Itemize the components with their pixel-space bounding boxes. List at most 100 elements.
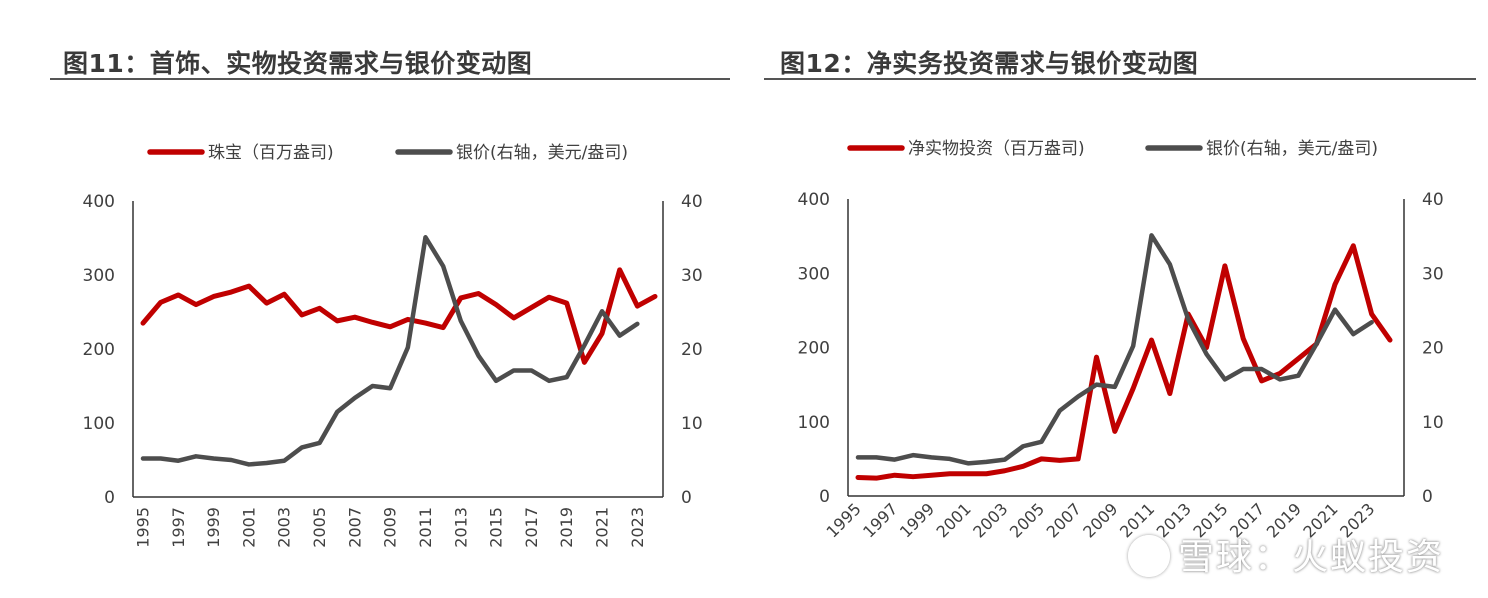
right-series-0-point	[1205, 346, 1208, 349]
left-series-0-point	[177, 294, 179, 296]
right-series-0-point	[967, 473, 969, 475]
right-series-0-point	[1334, 283, 1336, 285]
right-series-0-point	[1077, 458, 1079, 460]
right-title-rule	[764, 78, 1476, 80]
left-legend-label-1: 银价(右轴，美元/盎司)	[456, 143, 628, 163]
left-x-tick-label: 2011	[416, 507, 435, 548]
left-series-1-line	[140, 235, 640, 467]
right-series-1-point	[1242, 368, 1244, 370]
left-y-tick-label: 0	[104, 488, 115, 508]
left-series-0-point	[354, 316, 356, 318]
right-series-1-point	[1316, 343, 1318, 345]
left-y2-tick-label: 40	[681, 192, 703, 212]
left-y-tick-label: 400	[83, 192, 115, 212]
right-y2-tick-label: 30	[1422, 264, 1444, 284]
right-series-0-point	[1371, 313, 1373, 315]
left-series-0-point	[442, 326, 444, 329]
left-series-0-point	[283, 293, 285, 295]
left-x-tick-label: 2009	[381, 507, 400, 548]
left-series-0-point	[142, 322, 144, 324]
right-series-0-point	[1224, 265, 1226, 267]
left-y-tick-label: 200	[83, 340, 115, 360]
right-series-1-point	[894, 459, 896, 461]
left-series-0-point	[248, 285, 250, 287]
right-series-0-point	[1095, 356, 1098, 358]
left-series-0-point	[389, 326, 391, 328]
watermark-text: 雪球：火蚁投资	[1177, 537, 1444, 578]
right-series-1-point	[1187, 318, 1189, 320]
left-series-0-point	[318, 307, 321, 309]
right-x-tick-label: 2001	[933, 499, 975, 541]
right-x-tick-label: 2007	[1043, 499, 1085, 541]
left-series-1-point	[601, 310, 603, 312]
right-y-tick-label: 400	[798, 190, 830, 210]
left-x-tick-label: 2005	[310, 507, 329, 548]
left-series-1-point	[177, 460, 179, 462]
right-series-0-point	[875, 477, 877, 479]
left-y2-tick-label: 0	[681, 488, 692, 508]
left-y2-tick-label: 10	[681, 414, 703, 434]
right-series-0-point	[894, 474, 896, 476]
watermark: 雪球：火蚁投资	[1127, 528, 1444, 580]
right-series-0-point	[857, 476, 859, 479]
right-series-1-point	[1371, 321, 1373, 323]
left-chart-svg: 0 100 200 300 400 0 10 20 30 40 1995 1997 1999 2001 20…	[83, 143, 703, 548]
right-series-1-point	[1169, 263, 1171, 265]
right-x-tick-label: 2005	[1006, 499, 1048, 541]
left-series-0-point	[160, 301, 162, 303]
right-series-0-point	[949, 473, 951, 475]
right-series-1-point	[1297, 375, 1299, 377]
right-series-1-point	[1352, 333, 1354, 335]
left-series-1-point	[371, 385, 374, 387]
left-series-0-point	[601, 332, 603, 335]
right-series-1-point	[930, 456, 932, 458]
left-series-1-point	[354, 397, 356, 399]
right-y2-tick-label: 40	[1422, 190, 1444, 210]
right-series-0-point	[1022, 465, 1024, 467]
right-series-0-point	[1004, 470, 1006, 472]
right-series-0-line	[855, 243, 1393, 481]
right-series-1-point	[1077, 395, 1079, 398]
left-series-1-point	[301, 446, 303, 449]
right-series-1-point	[1205, 353, 1208, 355]
left-series-1-point	[530, 369, 533, 372]
left-x-tick-label: 2003	[275, 507, 294, 548]
left-series-0-point	[213, 295, 215, 298]
left-series-1-point	[142, 457, 144, 460]
right-x-tick-label: 1999	[896, 499, 938, 541]
left-y2-tick-label: 20	[681, 340, 703, 360]
right-series-0-point	[1260, 380, 1263, 382]
right-y-tick-label: 0	[819, 487, 830, 507]
right-series-0-point	[1242, 337, 1244, 340]
left-x-tick-label: 2019	[557, 507, 576, 548]
right-y2-tick-label: 20	[1422, 339, 1444, 359]
left-x-tick-label: 1999	[204, 507, 223, 548]
left-chart-panel: 图11：首饰、实物投资需求与银价变动图 0 100 200 300 400 0 10 20 30…	[50, 49, 730, 548]
right-series-0-point	[912, 476, 914, 478]
left-series-0-point	[566, 302, 568, 304]
left-title-rule	[50, 78, 730, 80]
left-series-0-point	[636, 305, 638, 307]
left-x-tick-label: 2023	[628, 507, 647, 548]
right-series-0-point	[1059, 459, 1061, 461]
left-x-tick-label: 1997	[169, 507, 188, 548]
left-x-tick-label: 1995	[134, 507, 153, 548]
right-series-0-point	[1150, 339, 1153, 341]
right-series-1-point	[967, 462, 969, 464]
left-series-1-point	[213, 457, 215, 460]
right-y2-tick-label: 10	[1422, 413, 1444, 433]
right-legend-label-0: 净实物投资（百万盎司)	[908, 139, 1085, 159]
snowball-logo-icon	[1127, 535, 1170, 577]
right-series-0-point	[1132, 387, 1134, 389]
left-series-1-point	[566, 376, 568, 378]
left-x-tick-label: 2001	[239, 507, 258, 548]
left-series-1-point	[389, 387, 391, 389]
right-series-1-point	[1022, 445, 1024, 447]
left-y-tick-label: 100	[83, 414, 115, 434]
right-series-0-point	[1279, 372, 1281, 375]
right-series-0-point	[930, 474, 932, 476]
right-series-1-point	[875, 456, 877, 458]
left-x-tick-label: 2007	[345, 507, 364, 548]
left-series-0-point	[583, 361, 585, 363]
left-series-0-point	[548, 296, 550, 298]
